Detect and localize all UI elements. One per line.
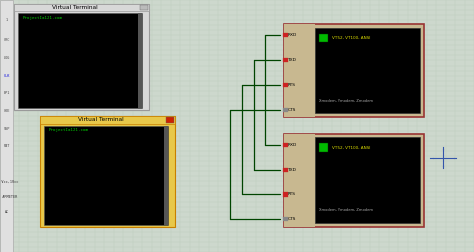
Text: ProjectIa121.com: ProjectIa121.com <box>23 16 63 20</box>
Bar <box>14 4 149 11</box>
Text: DC AMMETER: DC AMMETER <box>0 195 17 199</box>
Bar <box>319 34 328 42</box>
Bar <box>140 5 148 10</box>
Bar <box>284 134 424 227</box>
Text: AC: AC <box>5 210 9 214</box>
Bar <box>283 108 288 112</box>
Bar <box>40 116 175 124</box>
Bar <box>0 0 13 252</box>
Text: RXD: RXD <box>287 33 297 37</box>
Bar <box>315 137 420 223</box>
Bar <box>40 116 175 227</box>
Text: SSP: SSP <box>3 127 10 131</box>
Bar <box>164 126 168 225</box>
Bar <box>319 143 328 152</box>
Text: RTS: RTS <box>287 83 295 87</box>
Text: CLK: CLK <box>3 74 10 78</box>
Bar <box>283 217 288 222</box>
Text: PAT: PAT <box>3 144 10 148</box>
Bar <box>284 24 315 117</box>
Bar <box>44 126 168 225</box>
Text: EP1: EP1 <box>3 91 10 95</box>
Bar <box>283 143 288 147</box>
Bar <box>283 58 288 62</box>
Text: DC Vcc,1Vcc: DC Vcc,1Vcc <box>0 179 18 183</box>
Bar <box>166 117 174 122</box>
Text: Virtual Terminal: Virtual Terminal <box>78 117 124 122</box>
Text: VT52, VT100, ANSI: VT52, VT100, ANSI <box>332 146 370 150</box>
Bar <box>284 24 424 117</box>
Text: ProjectIa121.com: ProjectIa121.com <box>49 128 89 132</box>
Text: CTS: CTS <box>287 217 296 221</box>
Text: CKE: CKE <box>3 109 10 113</box>
Text: Virtual Terminal: Virtual Terminal <box>52 5 98 10</box>
Bar <box>283 83 288 87</box>
Text: CRC: CRC <box>3 38 10 42</box>
Text: TXD: TXD <box>287 168 296 172</box>
Bar <box>283 33 288 37</box>
Bar <box>18 13 142 108</box>
Bar <box>138 13 142 108</box>
Bar <box>14 4 149 110</box>
Text: VT52, VT100, ANSI: VT52, VT100, ANSI <box>332 36 370 40</box>
Text: RTS: RTS <box>287 193 295 197</box>
Bar <box>284 134 315 227</box>
Text: Xmodem, Ymodem, Zmodem: Xmodem, Ymodem, Zmodem <box>319 99 374 103</box>
Text: Xmodem, Ymodem, Zmodem: Xmodem, Ymodem, Zmodem <box>319 208 374 212</box>
Text: 1: 1 <box>6 18 8 22</box>
Text: TXD: TXD <box>287 58 296 62</box>
Text: LOG: LOG <box>3 56 10 60</box>
Text: RXD: RXD <box>287 143 297 147</box>
Bar <box>283 168 288 172</box>
Bar <box>315 28 420 113</box>
Bar <box>283 192 288 197</box>
Text: CTS: CTS <box>287 108 296 112</box>
